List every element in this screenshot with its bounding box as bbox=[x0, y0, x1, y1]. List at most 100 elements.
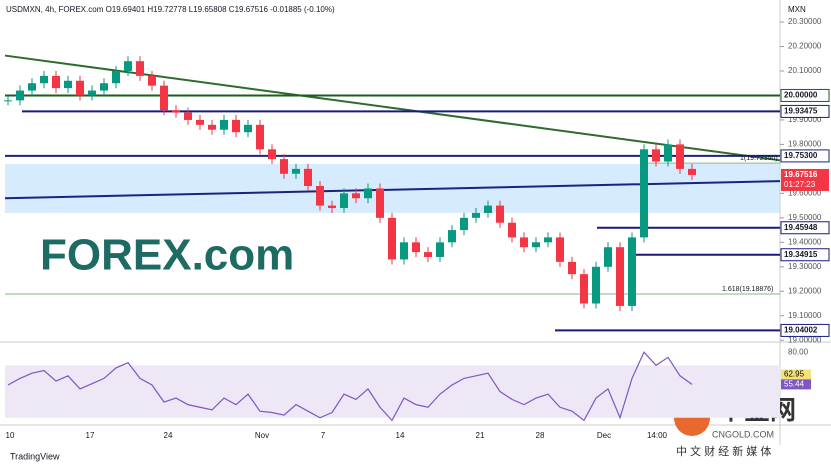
last-label: 19.67516 bbox=[784, 170, 818, 179]
candle-body bbox=[16, 90, 24, 101]
candle-body bbox=[580, 274, 588, 304]
x-tick-label: 17 bbox=[86, 431, 95, 440]
candle-body bbox=[412, 242, 420, 253]
level-tag bbox=[780, 149, 830, 163]
candle-body bbox=[88, 90, 96, 96]
level-label: 19.93475 bbox=[784, 107, 818, 116]
fib-label: 1(19.72350) bbox=[740, 155, 778, 162]
candle-body bbox=[124, 61, 132, 71]
y-tick-label: 19.40000 bbox=[788, 237, 822, 246]
level-tag bbox=[780, 88, 830, 102]
fib-label: 1.618(19.18876) bbox=[722, 286, 773, 293]
rsi-band bbox=[5, 365, 780, 418]
candle-body bbox=[220, 119, 228, 130]
candle-body bbox=[688, 168, 696, 175]
level-label: 19.75300 bbox=[784, 151, 818, 160]
candle-body bbox=[388, 217, 396, 260]
candle-body bbox=[256, 124, 264, 150]
logo: FOREX.com bbox=[40, 231, 294, 280]
level-tag bbox=[780, 248, 830, 262]
candle-body bbox=[268, 149, 276, 160]
candle-body bbox=[400, 242, 408, 260]
y-tick-label: 20.30000 bbox=[788, 17, 822, 26]
level-tag bbox=[780, 323, 830, 337]
candle-body bbox=[280, 159, 288, 174]
level-label: 19.45948 bbox=[784, 223, 818, 232]
candle-body bbox=[232, 119, 240, 133]
candle-body bbox=[148, 75, 156, 86]
candle-body bbox=[352, 193, 360, 199]
candle-body bbox=[508, 222, 516, 238]
x-tick-label: 28 bbox=[536, 431, 545, 440]
candle-body bbox=[160, 85, 168, 111]
candle-body bbox=[340, 193, 348, 209]
candle-body bbox=[376, 188, 384, 218]
x-tick-label: 14 bbox=[396, 431, 405, 440]
header: USDMXN, 4h, FOREX.com O19.69401 H19.7277… bbox=[6, 5, 335, 14]
zone bbox=[5, 163, 780, 213]
level-label: 20.00000 bbox=[784, 91, 818, 100]
candle-body bbox=[460, 217, 468, 231]
rsi-value: 55.44 bbox=[784, 379, 805, 388]
rsi-tag bbox=[781, 379, 811, 390]
candle-body bbox=[568, 261, 576, 275]
candle-body bbox=[172, 110, 180, 113]
candle-body bbox=[136, 61, 144, 76]
y-tick-label: 19.20000 bbox=[788, 286, 822, 295]
y-tick-label: 19.10000 bbox=[788, 311, 822, 320]
footer: TradingView bbox=[10, 451, 60, 461]
x-tick-label: 10 bbox=[6, 431, 15, 440]
level-tag bbox=[780, 221, 830, 235]
candle-body bbox=[628, 237, 636, 306]
candle-body bbox=[652, 149, 660, 162]
candle-body bbox=[616, 247, 624, 306]
candle-body bbox=[112, 70, 120, 84]
candle-body bbox=[640, 149, 648, 238]
candle-body bbox=[100, 83, 108, 91]
watermark-sub: CNGOLD.COM bbox=[712, 429, 774, 439]
candle-body bbox=[556, 237, 564, 262]
candle-body bbox=[196, 119, 204, 125]
y-tick-label: 19.50000 bbox=[788, 213, 822, 222]
rsi-value: 62.95 bbox=[784, 370, 805, 379]
candle-body bbox=[484, 205, 492, 213]
candle-body bbox=[52, 75, 60, 89]
candle-body bbox=[676, 144, 684, 169]
candle-body bbox=[472, 212, 480, 218]
y-tick-label: 19.60000 bbox=[788, 188, 822, 197]
x-tick-label: 7 bbox=[321, 431, 326, 440]
candle-body bbox=[328, 205, 336, 209]
level-label: 19.34915 bbox=[784, 250, 818, 259]
last-tag bbox=[781, 168, 829, 191]
level-tag bbox=[780, 104, 830, 118]
candle-body bbox=[592, 266, 600, 304]
candle-body bbox=[532, 242, 540, 248]
watermark-cn: 中 文 财 经 新 媒 体 bbox=[676, 444, 771, 458]
candle-body bbox=[76, 80, 84, 96]
candle-body bbox=[292, 168, 300, 174]
x-tick-label: 24 bbox=[164, 431, 173, 440]
candle-body bbox=[4, 100, 12, 102]
candle-body bbox=[316, 186, 324, 206]
candle-body bbox=[496, 205, 504, 223]
candle-body bbox=[664, 144, 672, 162]
y-tick-label: 20.10000 bbox=[788, 66, 822, 75]
rsi-tick-label: 80.00 bbox=[788, 347, 809, 356]
candle-body bbox=[184, 112, 192, 120]
candle-body bbox=[448, 230, 456, 243]
currency: MXN bbox=[788, 5, 806, 14]
y-tick-label: 19.00000 bbox=[788, 335, 822, 344]
candle-body bbox=[604, 247, 612, 267]
y-tick-label: 19.90000 bbox=[788, 115, 822, 124]
candle-body bbox=[304, 168, 312, 187]
candle-body bbox=[28, 83, 36, 91]
rsi-line bbox=[7, 351, 693, 422]
candle-body bbox=[244, 124, 252, 133]
candle-body bbox=[520, 237, 528, 248]
x-tick-label: 21 bbox=[476, 431, 485, 440]
candle-body bbox=[208, 124, 216, 130]
candle-body bbox=[424, 252, 432, 257]
x-tick-label: Dec bbox=[597, 431, 611, 440]
rsi-tag bbox=[781, 369, 811, 380]
